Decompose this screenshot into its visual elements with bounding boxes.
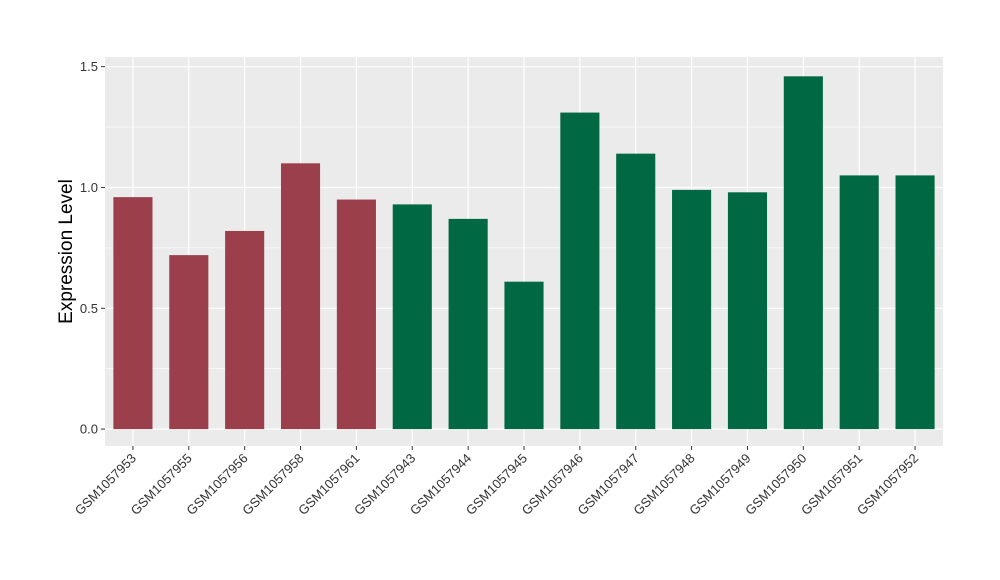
bar xyxy=(616,153,656,430)
bar xyxy=(225,230,265,430)
y-axis: 0.0 0.5 1.0 1.5 xyxy=(80,59,105,437)
y-tick-label: 0.5 xyxy=(80,301,98,316)
bar xyxy=(895,175,935,430)
y-tick-label: 1.5 xyxy=(80,59,98,74)
bar xyxy=(783,76,823,430)
bar xyxy=(280,163,321,430)
bar xyxy=(839,175,879,430)
y-tick-label: 0.0 xyxy=(80,422,98,437)
bar xyxy=(504,281,544,430)
x-axis: GSM1057953GSM1057955GSM1057956GSM1057958… xyxy=(72,446,921,518)
bar xyxy=(336,199,376,430)
y-axis-title: Expression Level xyxy=(56,179,77,324)
y-tick-label: 1.0 xyxy=(80,180,98,195)
bars xyxy=(113,76,935,430)
bar xyxy=(169,255,209,430)
bar xyxy=(113,197,153,430)
bar xyxy=(727,192,768,430)
bar xyxy=(672,189,712,430)
bar xyxy=(560,112,600,430)
bar xyxy=(392,204,432,430)
bar xyxy=(448,218,488,430)
